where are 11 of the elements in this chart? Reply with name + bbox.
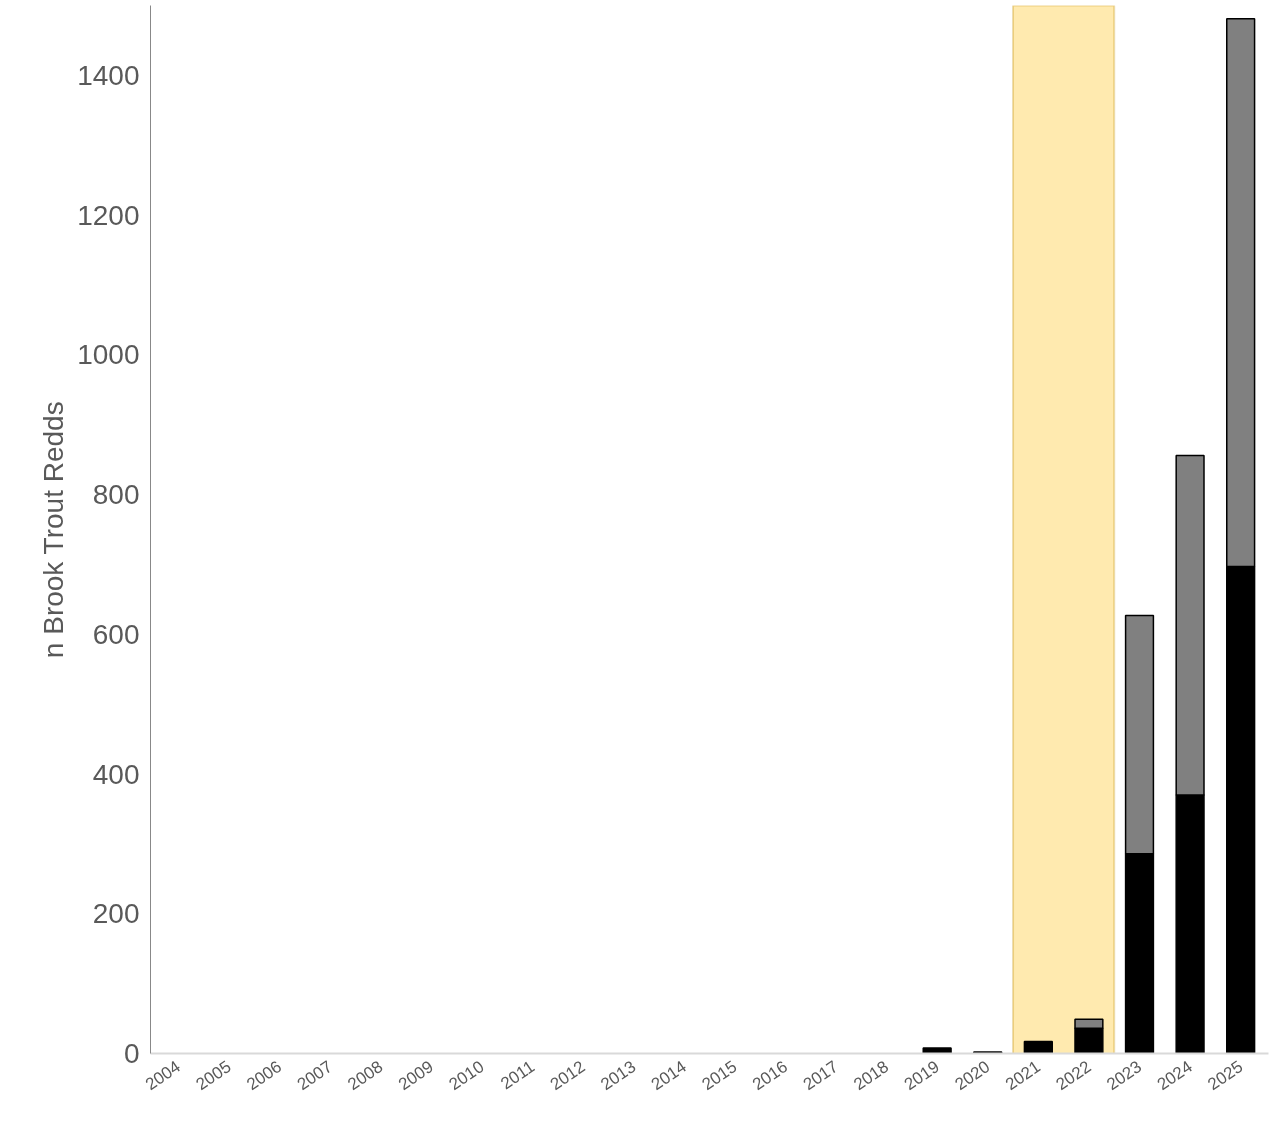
- x-tick-label: 2011: [497, 1057, 539, 1094]
- y-tick-label: 1000: [77, 339, 140, 371]
- y-tick-label: 200: [92, 898, 140, 930]
- y-tick-label: 0: [123, 1038, 140, 1069]
- y-tick-label: 1200: [77, 199, 140, 231]
- x-tick-label: 2021: [1002, 1057, 1044, 1095]
- y-tick-label: 600: [92, 618, 140, 650]
- y-tick-label: 800: [92, 479, 140, 511]
- y-tick-label: 400: [92, 758, 140, 790]
- y-tick-label: 1400: [77, 59, 140, 91]
- y-axis-title: n Brook Trout Redds: [38, 401, 70, 659]
